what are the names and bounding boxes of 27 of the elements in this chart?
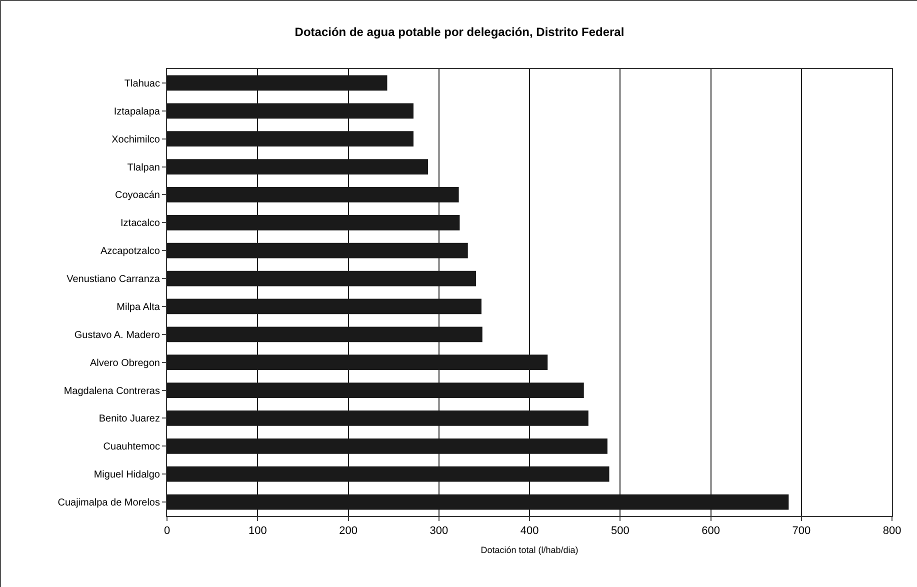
y-tick-label: Milpa Alta [116,302,160,313]
y-tick-label: Tlahuac [124,78,160,90]
chart-title: Dotación de agua potable por delegación, Distrito Federal [294,24,624,39]
y-tick-label: Venustiano Carranza [66,274,160,286]
x-tick-label: 600 [702,525,720,538]
y-tick-label: Magdalena Contreras [64,386,160,397]
y-tick-label: Iztacalco [120,218,160,230]
y-tick-label: Xochimilco [112,134,160,146]
x-tick-label: 100 [248,525,267,538]
x-tick-label: 500 [610,525,630,538]
y-tick-label: Coyoacán [114,190,160,202]
x-tick-label: 300 [430,525,448,538]
x-tick-label: 200 [339,525,358,538]
x-tick-label: 400 [520,525,539,538]
y-tick-label: Cuajimalpa de Morelos [58,498,160,509]
x-axis-title: Dotación total (l/hab/dia) [480,545,578,555]
y-tick-label: Azcapotzalco [100,246,160,258]
y-tick-label: Iztapalapa [114,106,160,118]
y-tick-label: Miguel Hidalgo [94,470,160,481]
x-tick-label: 0 [164,525,170,538]
y-tick-label: Cuauhtemoc [103,442,160,453]
x-tick-label: 700 [792,525,811,538]
x-tick-label: 800 [882,525,902,538]
y-tick-label: Alvero Obregon [90,358,160,369]
y-tick-label: Tlalpan [127,162,160,174]
y-tick-label: Gustavo A. Madero [74,330,160,341]
y-tick-label: Benito Juarez [98,414,160,425]
